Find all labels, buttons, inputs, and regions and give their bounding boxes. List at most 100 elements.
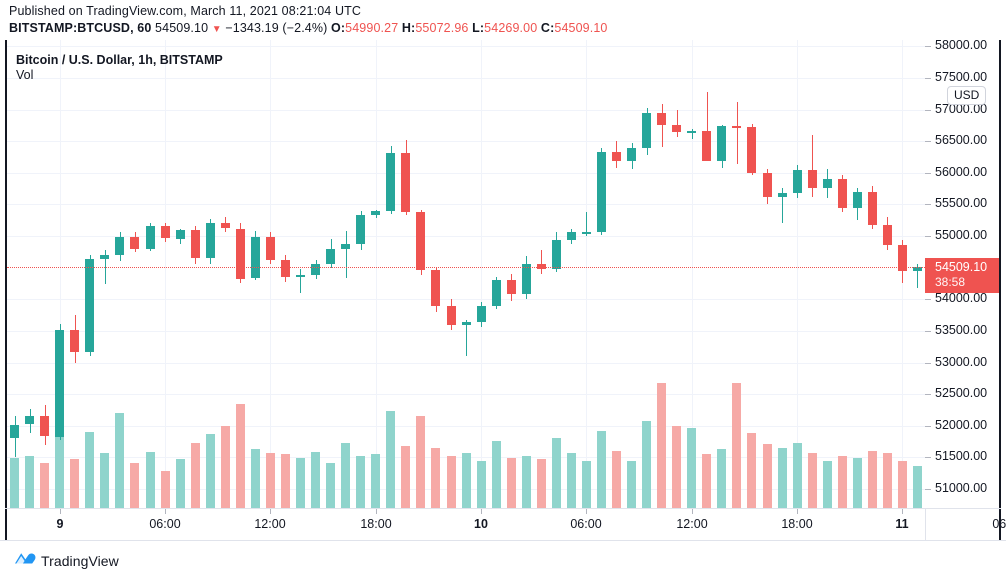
candle-wick — [782, 188, 783, 224]
time-tick-label: 06:00 — [992, 517, 1006, 531]
price-tick — [925, 330, 999, 332]
price-axis[interactable]: 58000.00 57500.00 57000.00 56500.00 56000.00… — [925, 38, 999, 508]
chart-plot-area[interactable] — [7, 40, 925, 508]
candle-body — [612, 151, 621, 162]
price-tick-mark — [925, 141, 931, 143]
volume-bar — [536, 459, 546, 508]
price-tick — [925, 77, 999, 79]
candle-body — [356, 215, 366, 244]
volume-bar — [747, 433, 757, 508]
candle-body — [717, 126, 727, 162]
candle-body — [777, 193, 787, 197]
candle-wick — [586, 212, 587, 236]
volume-bar — [882, 453, 892, 508]
time-tick-mark — [692, 509, 693, 514]
price-tick — [925, 236, 999, 238]
price-tick-mark — [925, 362, 931, 364]
time-axis[interactable]: 9 06:00 12:00 18:00 10 06:00 12:00 18:00 11 06:00 — [5, 508, 1006, 540]
volume-bar — [70, 459, 80, 508]
time-tick-mark — [586, 509, 587, 514]
candle-body — [627, 147, 636, 162]
candle-body — [115, 237, 125, 255]
price-tick-mark — [925, 330, 931, 332]
price-tick-label: 56500.00 — [935, 133, 988, 148]
candle-body — [235, 228, 245, 279]
current-price-badge[interactable]: 54509.10 38:58 — [925, 258, 999, 294]
currency-badge[interactable]: USD — [947, 86, 987, 105]
price-gridline — [7, 425, 925, 427]
volume-bar — [596, 430, 606, 508]
volume-bar — [250, 449, 260, 508]
price-gridline — [7, 46, 925, 48]
candle-body — [476, 305, 486, 322]
candle-body — [85, 258, 95, 353]
price-gridline — [7, 362, 925, 364]
price-gridline — [7, 236, 925, 238]
candle-body — [687, 131, 697, 133]
price-tick-label: 55000.00 — [935, 228, 988, 243]
candle-body — [40, 416, 50, 437]
price-gridline — [7, 394, 925, 396]
tradingview-brand[interactable]: TradingView — [14, 550, 119, 571]
time-tick-mark — [165, 509, 166, 514]
volume-bar — [446, 455, 456, 508]
candle-wick — [812, 134, 813, 197]
time-tick-mark — [481, 509, 482, 514]
candle-body — [913, 267, 922, 272]
volume-bar — [40, 463, 50, 508]
price-tick-label: 53500.00 — [935, 322, 988, 337]
candle-body — [175, 230, 185, 239]
price-tick-label: 57000.00 — [935, 101, 988, 116]
price-tick-mark — [925, 425, 931, 427]
candle-body — [822, 179, 832, 188]
candle-body — [792, 170, 802, 194]
time-gridline — [586, 40, 587, 508]
volume-bar — [612, 450, 621, 508]
candle-body — [55, 329, 65, 437]
price-tick-label: 56000.00 — [935, 164, 988, 179]
candle-body — [596, 151, 606, 233]
candle-body — [897, 244, 907, 272]
price-tick-label: 57500.00 — [935, 69, 988, 84]
volume-bar — [296, 458, 305, 508]
price-tick-mark — [925, 109, 931, 111]
low-value: 54269.00 — [484, 21, 538, 35]
candle-body — [341, 243, 351, 249]
axis-corner-divider — [925, 508, 926, 540]
candle-body — [852, 191, 862, 209]
volume-bar — [100, 453, 110, 508]
time-gridline — [376, 40, 377, 508]
price-gridline — [7, 109, 925, 111]
volume-bar — [581, 460, 591, 508]
volume-bar — [10, 458, 19, 508]
candle-body — [581, 232, 591, 234]
candle-body — [130, 237, 140, 249]
candle-wick — [541, 250, 542, 274]
volume-bar — [837, 455, 847, 508]
candle-wick — [917, 263, 918, 288]
candle-wick — [737, 102, 738, 164]
price-tick-mark — [925, 236, 931, 238]
high-value: 55072.96 — [415, 21, 469, 35]
price-tick-label: 52000.00 — [935, 417, 988, 432]
volume-bar — [130, 463, 140, 508]
volume-bar — [190, 443, 200, 508]
close-value: 54509.10 — [554, 21, 608, 35]
chart-frame — [5, 40, 1001, 540]
volume-bar — [235, 404, 245, 508]
candle-wick — [707, 91, 708, 135]
low-label: L: — [472, 21, 485, 35]
volume-bar — [220, 425, 230, 508]
candle-body — [416, 212, 426, 271]
candle-body — [145, 225, 155, 249]
price-gridline — [7, 77, 925, 79]
time-gridline — [797, 40, 798, 508]
candle-body — [296, 274, 305, 278]
volume-bar — [867, 450, 877, 508]
candle-wick — [466, 319, 467, 357]
volume-bar — [657, 383, 667, 508]
price-tick-mark — [925, 394, 931, 396]
volume-bar — [145, 451, 155, 508]
volume-bar — [913, 465, 922, 508]
